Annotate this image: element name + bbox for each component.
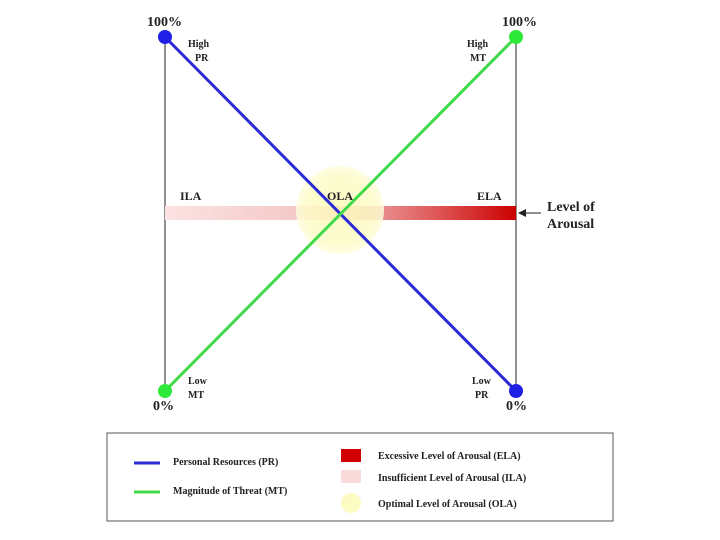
ola-label: OLA xyxy=(327,189,353,203)
high-mt-dot xyxy=(509,30,523,44)
legend-ola-text: Optimal Level of Arousal (OLA) xyxy=(378,499,517,510)
ola-circle xyxy=(296,166,384,254)
arousal-pointer-arrowhead xyxy=(518,209,526,217)
mt-line xyxy=(163,35,518,393)
low-mt-label-2: MT xyxy=(188,390,204,401)
legend-ela-swatch xyxy=(341,449,361,462)
low-pr-dot xyxy=(509,384,523,398)
ila-label: ILA xyxy=(180,189,202,203)
low-pr-label-1: Low xyxy=(472,376,492,387)
legend-ola-swatch xyxy=(341,493,361,513)
top-left-pct: 100% xyxy=(147,15,182,30)
bottom-right-pct: 0% xyxy=(506,399,527,414)
legend-pr-text: Personal Resources (PR) xyxy=(173,457,278,468)
high-pr-label-2: PR xyxy=(195,53,209,64)
low-mt-label-1: Low xyxy=(188,376,208,387)
level-of-arousal-label-1: Level of xyxy=(547,200,595,215)
low-mt-dot xyxy=(158,384,172,398)
top-right-pct: 100% xyxy=(502,15,537,30)
legend-ila-text: Insufficient Level of Arousal (ILA) xyxy=(378,473,526,484)
high-pr-label-1: High xyxy=(188,39,210,50)
high-pr-dot xyxy=(158,30,172,44)
level-of-arousal-label-2: Arousal xyxy=(547,217,594,232)
ela-label: ELA xyxy=(477,189,502,203)
legend-ela-text: Excessive Level of Arousal (ELA) xyxy=(378,451,521,462)
bottom-left-pct: 0% xyxy=(153,399,174,414)
high-mt-label-2: MT xyxy=(470,53,486,64)
legend-mt-text: Magnitude of Threat (MT) xyxy=(173,486,287,497)
high-mt-label-1: High xyxy=(467,39,489,50)
low-pr-label-2: PR xyxy=(475,390,489,401)
legend-ila-swatch xyxy=(341,470,361,483)
